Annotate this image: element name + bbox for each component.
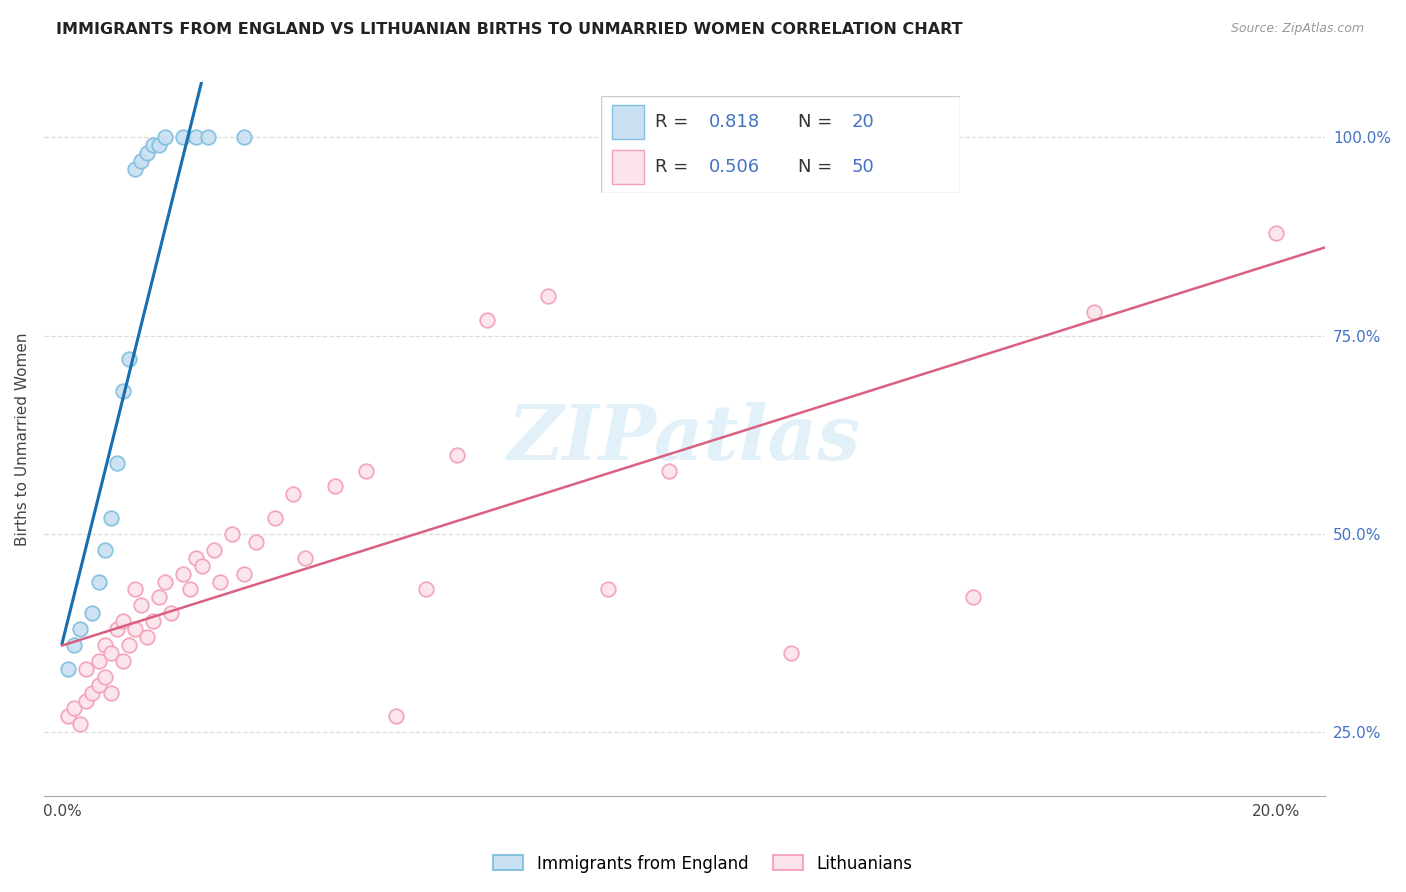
Point — [281, 487, 304, 501]
Point — [129, 599, 152, 613]
Point — [87, 678, 110, 692]
Point — [385, 709, 408, 723]
Point — [111, 654, 134, 668]
Point — [129, 154, 152, 169]
Point — [82, 685, 104, 699]
Point — [87, 654, 110, 668]
Point — [82, 607, 104, 621]
Point — [354, 463, 377, 477]
Text: IMMIGRANTS FROM ENGLAND VS LITHUANIAN BIRTHS TO UNMARRIED WOMEN CORRELATION CHAR: IMMIGRANTS FROM ENGLAND VS LITHUANIAN BI… — [56, 22, 963, 37]
Point — [100, 646, 122, 660]
Point — [100, 511, 122, 525]
Point — [105, 456, 128, 470]
Point — [173, 566, 195, 581]
Point — [93, 638, 115, 652]
Point — [233, 566, 256, 581]
Point — [69, 622, 91, 636]
Point — [190, 558, 212, 573]
Y-axis label: Births to Unmarried Women: Births to Unmarried Women — [15, 332, 30, 546]
Point — [245, 535, 267, 549]
Point — [75, 662, 97, 676]
Text: Source: ZipAtlas.com: Source: ZipAtlas.com — [1230, 22, 1364, 36]
Point — [56, 709, 79, 723]
Point — [63, 638, 86, 652]
Point — [124, 622, 146, 636]
Point — [208, 574, 231, 589]
Point — [87, 574, 110, 589]
Text: ZIPatlas: ZIPatlas — [508, 401, 860, 475]
Point — [136, 146, 159, 161]
Point — [105, 622, 128, 636]
Point — [124, 162, 146, 177]
Point — [184, 550, 207, 565]
Point — [160, 607, 183, 621]
Point — [136, 630, 159, 644]
Point — [111, 614, 134, 628]
Point — [75, 693, 97, 707]
Point — [294, 550, 316, 565]
Point — [197, 130, 219, 145]
Point — [173, 130, 195, 145]
Point — [962, 591, 984, 605]
Point — [233, 130, 256, 145]
Point — [1265, 226, 1288, 240]
Point — [118, 638, 141, 652]
Point — [627, 138, 650, 153]
Point — [100, 685, 122, 699]
Point — [148, 591, 170, 605]
Point — [1083, 305, 1105, 319]
Point — [446, 448, 468, 462]
Point — [111, 384, 134, 399]
Point — [598, 582, 620, 597]
Point — [63, 701, 86, 715]
Point — [56, 662, 79, 676]
Point — [779, 646, 801, 660]
Point — [184, 130, 207, 145]
Point — [142, 614, 165, 628]
Point — [124, 582, 146, 597]
Point — [118, 352, 141, 367]
Point — [93, 542, 115, 557]
Point — [475, 313, 498, 327]
Point — [415, 582, 437, 597]
Point — [537, 289, 560, 303]
Point — [69, 717, 91, 731]
Point — [142, 138, 165, 153]
Point — [148, 138, 170, 153]
Point — [93, 670, 115, 684]
Point — [658, 463, 681, 477]
Point — [323, 479, 346, 493]
Point — [179, 582, 201, 597]
Point — [221, 527, 243, 541]
Point — [155, 130, 177, 145]
Point — [202, 542, 225, 557]
Point — [155, 574, 177, 589]
Legend: Immigrants from England, Lithuanians: Immigrants from England, Lithuanians — [486, 848, 920, 880]
Point — [263, 511, 285, 525]
